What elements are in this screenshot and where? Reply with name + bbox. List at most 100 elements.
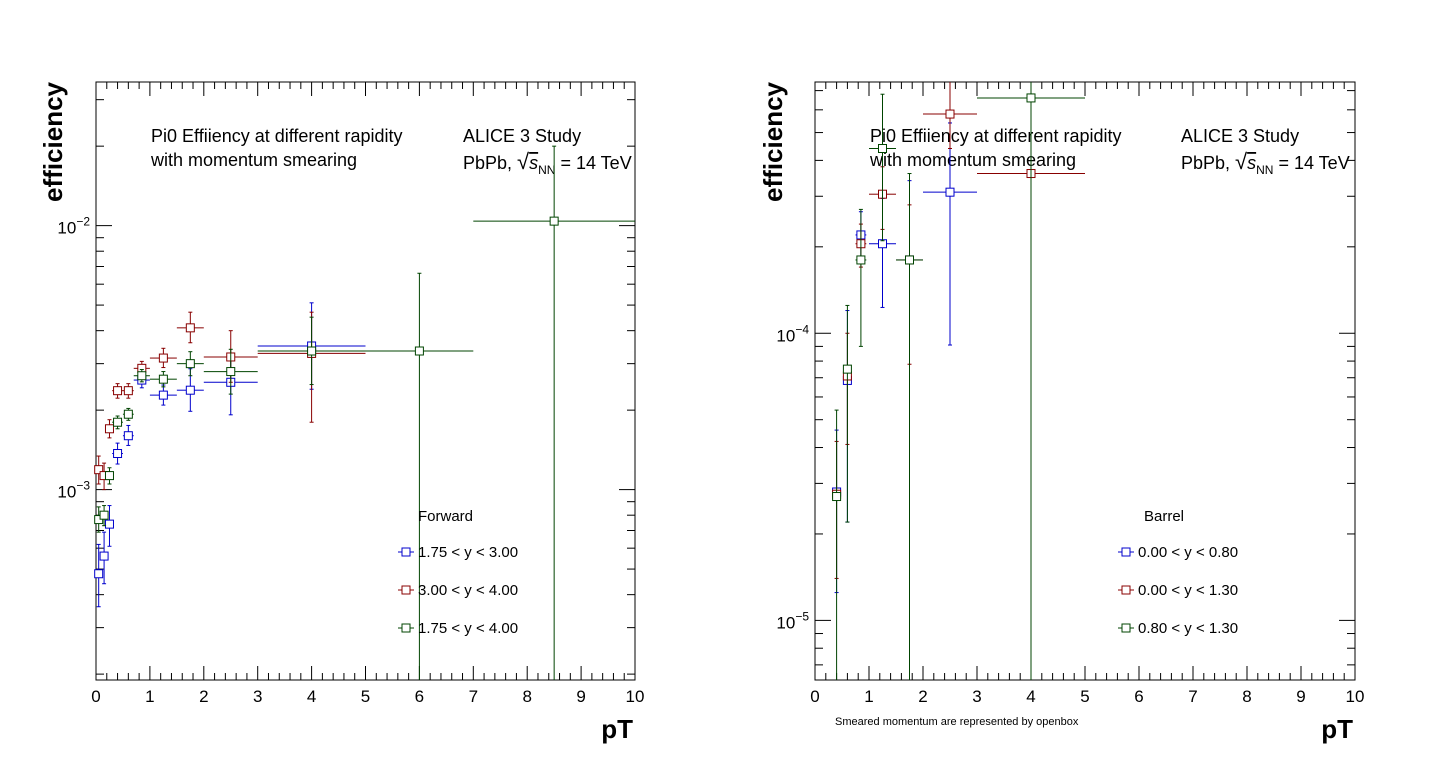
open-square-marker	[878, 144, 887, 154]
x-tick-label: 10	[1346, 687, 1365, 706]
open-square-marker	[185, 359, 195, 369]
open-square-marker	[307, 346, 317, 356]
data-point	[176, 311, 204, 344]
data-point	[842, 304, 852, 523]
data-point	[104, 419, 114, 439]
legend-label: 0.00 < y < 1.30	[1138, 582, 1238, 599]
data-series-3	[832, 82, 1085, 680]
legend-marker	[401, 585, 411, 595]
x-tick-label: 2	[918, 687, 927, 706]
x-tick-label: 0	[91, 687, 100, 706]
x-tick-label: 9	[576, 687, 585, 706]
open-square-marker	[945, 109, 955, 119]
annotation-system: PbPb, √sNN = 14 TeV	[1181, 149, 1350, 177]
x-tick-label: 4	[307, 687, 316, 706]
open-square-marker	[945, 187, 955, 197]
legend-label: 1.75 < y < 3.00	[418, 544, 518, 561]
legend-marker	[1121, 623, 1131, 633]
annotation-system: PbPb, √sNN = 14 TeV	[463, 149, 632, 177]
open-square-marker	[123, 431, 133, 441]
data-point	[896, 173, 923, 680]
data-point	[149, 384, 177, 406]
legend: Forward 1.75 < y < 3.00 3.00 < y < 4.00 1.7…	[398, 508, 518, 637]
legend: Barrel 0.00 < y < 0.80 0.00 < y < 1.30 0.80…	[1118, 508, 1238, 637]
legend-marker	[1121, 547, 1131, 557]
open-square-marker	[549, 216, 559, 226]
data-point	[112, 415, 123, 430]
data-point	[203, 348, 258, 395]
x-tick-label: 8	[1242, 687, 1251, 706]
y-tick-label: 10−4	[776, 322, 809, 345]
x-tick-label: 1	[864, 687, 873, 706]
open-square-marker	[104, 519, 114, 529]
legend-entry: 1.75 < y < 4.00	[398, 620, 518, 637]
x-tick-label: 7	[469, 687, 478, 706]
data-point	[855, 208, 867, 347]
data-point	[122, 424, 134, 446]
x-axis-ticks	[95, 82, 636, 680]
legend-entry: 0.80 < y < 1.30	[1118, 620, 1238, 637]
y-axis-title: efficiency	[758, 81, 788, 201]
open-square-marker	[113, 449, 123, 459]
x-tick-label: 10	[626, 687, 645, 706]
open-square-marker	[158, 390, 168, 400]
legend-label: 0.00 < y < 0.80	[1138, 544, 1238, 561]
x-tick-label: 6	[415, 687, 424, 706]
y-axis-ticks	[815, 90, 1355, 666]
data-series-2	[832, 82, 1085, 680]
data-point	[104, 505, 114, 547]
data-point	[869, 93, 896, 242]
open-square-marker	[842, 364, 852, 374]
data-point	[176, 351, 204, 377]
legend-entry: 1.75 < y < 3.00	[398, 544, 518, 561]
legend-marker	[401, 623, 411, 633]
x-axis-ticks	[814, 82, 1356, 680]
open-square-marker	[832, 492, 842, 502]
data-point	[365, 272, 474, 680]
x-tick-label: 2	[199, 687, 208, 706]
data-point	[122, 407, 134, 421]
legend-title: Forward	[418, 508, 473, 525]
data-point	[99, 531, 109, 585]
legend-marker	[1121, 585, 1131, 595]
chart-panel-1: 0 1 2 3 4 5 6 7 8 9 10 10−3 10−2 efficiency pT Pi0 Effi…	[38, 81, 644, 744]
y-axis-title: efficiency	[38, 81, 68, 201]
open-square-marker	[99, 510, 109, 520]
annotation-title: Pi0 Effiiency at different rapidity	[870, 126, 1121, 146]
data-point	[923, 82, 977, 150]
open-square-marker	[856, 255, 866, 265]
open-square-marker	[104, 424, 114, 434]
legend-entry: 0.00 < y < 1.30	[1118, 582, 1238, 599]
x-tick-label: 3	[972, 687, 981, 706]
annotation-study: ALICE 3 Study	[1181, 126, 1299, 146]
x-tick-label: 9	[1296, 687, 1305, 706]
open-square-marker	[123, 386, 133, 396]
data-point	[133, 360, 150, 377]
data-point	[133, 369, 150, 383]
open-square-marker	[137, 371, 147, 381]
open-square-marker	[414, 346, 424, 356]
x-tick-label: 3	[253, 687, 262, 706]
y-axis-ticks	[96, 99, 635, 675]
data-series-2	[94, 311, 366, 491]
open-square-marker	[158, 374, 168, 384]
data-point	[473, 145, 635, 680]
x-tick-label: 5	[1080, 687, 1089, 706]
open-square-marker	[1026, 93, 1036, 103]
annotation-title: Pi0 Effiiency at different rapidity	[151, 126, 402, 146]
x-tick-label: 7	[1188, 687, 1197, 706]
open-square-marker	[185, 385, 195, 395]
legend-label: 0.80 < y < 1.30	[1138, 620, 1238, 637]
data-series-1	[94, 302, 366, 608]
annotation-study: ALICE 3 Study	[463, 126, 581, 146]
data-point	[94, 506, 104, 533]
open-square-marker	[99, 551, 109, 561]
x-tick-label: 8	[522, 687, 531, 706]
x-tick-label: 1	[145, 687, 154, 706]
annotation-subtitle: with momentum smearing	[869, 150, 1076, 170]
data-point	[94, 543, 104, 608]
y-tick-label: 10−2	[57, 215, 90, 238]
x-tick-label: 0	[810, 687, 819, 706]
data-point	[257, 316, 366, 386]
